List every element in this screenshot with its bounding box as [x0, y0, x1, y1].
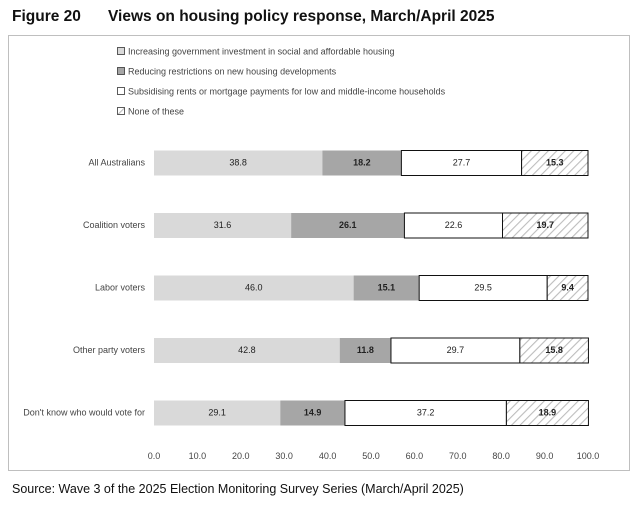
bar-segment	[505, 400, 589, 426]
data-label: 9.4	[561, 282, 574, 292]
data-label: 26.1	[339, 220, 357, 230]
stacked-bar-chart: Increasing government investment in soci…	[23, 46, 600, 461]
data-label: 29.5	[474, 282, 492, 292]
bar-segment	[154, 275, 354, 301]
x-tick-label: 40.0	[319, 451, 337, 461]
bar-segment	[344, 400, 507, 426]
data-label: 15.1	[378, 282, 396, 292]
data-label: 11.8	[357, 345, 374, 355]
data-label: 18.9	[539, 407, 557, 417]
category-label: All Australians	[88, 157, 145, 167]
legend-label: Increasing government investment in soci…	[128, 46, 395, 56]
bar-segment	[339, 338, 391, 363]
bar-segment	[154, 150, 323, 176]
bar-segment	[154, 400, 281, 426]
bar-segment	[154, 338, 340, 363]
category-label: Labor voters	[95, 282, 146, 292]
chart-panel: Increasing government investment in soci…	[8, 35, 630, 471]
x-tick-label: 10.0	[189, 451, 207, 461]
bar-segment	[353, 275, 420, 301]
legend-label: Reducing restrictions on new housing dev…	[128, 66, 337, 76]
x-tick-label: 90.0	[536, 451, 554, 461]
legend-swatch	[117, 107, 125, 115]
data-label: 38.8	[229, 157, 247, 167]
legend-swatch	[117, 67, 125, 75]
x-tick-label: 20.0	[232, 451, 250, 461]
bar-segment	[400, 150, 523, 176]
bar-segment	[418, 275, 548, 301]
data-label: 29.1	[208, 407, 226, 417]
category-label: Coalition voters	[83, 220, 146, 230]
bar-segment	[280, 400, 345, 426]
data-label: 14.9	[304, 407, 322, 417]
data-label: 15.3	[546, 157, 564, 167]
data-label: 37.2	[417, 407, 435, 417]
bar-segment	[403, 212, 504, 239]
bar-segment	[322, 150, 402, 176]
x-tick-label: 30.0	[275, 451, 293, 461]
data-label: 27.7	[453, 157, 471, 167]
data-label: 46.0	[245, 282, 263, 292]
bar-segment	[546, 275, 589, 301]
category-label: Other party voters	[73, 345, 146, 355]
legend-swatch	[117, 47, 125, 55]
x-tick-label: 60.0	[406, 451, 424, 461]
chart-bars: All Australians 38.8 18.2 27.7 15.3 Coalition…	[23, 150, 589, 426]
legend-label: None of these	[128, 106, 184, 116]
bar-segment	[521, 150, 589, 176]
chart-legend: Increasing government investment in soci…	[117, 46, 446, 116]
legend-label: Subsidising rents or mortgage payments f…	[128, 86, 446, 96]
figure-number: Figure 20	[12, 8, 81, 25]
data-label: 18.2	[353, 157, 371, 167]
data-label: 22.6	[445, 220, 463, 230]
x-tick-label: 70.0	[449, 451, 467, 461]
bar-segment	[502, 212, 589, 239]
bar-segment	[390, 337, 521, 364]
figure-title: Views on housing policy response, March/…	[108, 8, 495, 25]
x-tick-label: 80.0	[492, 451, 510, 461]
x-tick-label: 50.0	[362, 451, 380, 461]
bar-segment	[291, 213, 405, 238]
category-label: Don't know who would vote for	[23, 407, 145, 417]
data-label: 29.7	[447, 345, 465, 355]
legend-swatch	[117, 87, 125, 95]
figure-source: Source: Wave 3 of the 2025 Election Moni…	[12, 482, 464, 496]
data-label: 19.7	[536, 220, 554, 230]
bar-segment	[154, 213, 292, 238]
x-tick-label: 0.0	[148, 451, 161, 461]
data-label: 15.8	[545, 345, 563, 355]
x-tick-label: 100.0	[577, 451, 600, 461]
bar-segment	[519, 337, 589, 364]
data-label: 31.6	[214, 220, 232, 230]
data-label: 42.8	[238, 345, 256, 355]
x-axis: 0.0 10.0 20.0 30.0 40.0 50.0 60.0 70.0 80.0 90.0 1…	[148, 451, 600, 461]
